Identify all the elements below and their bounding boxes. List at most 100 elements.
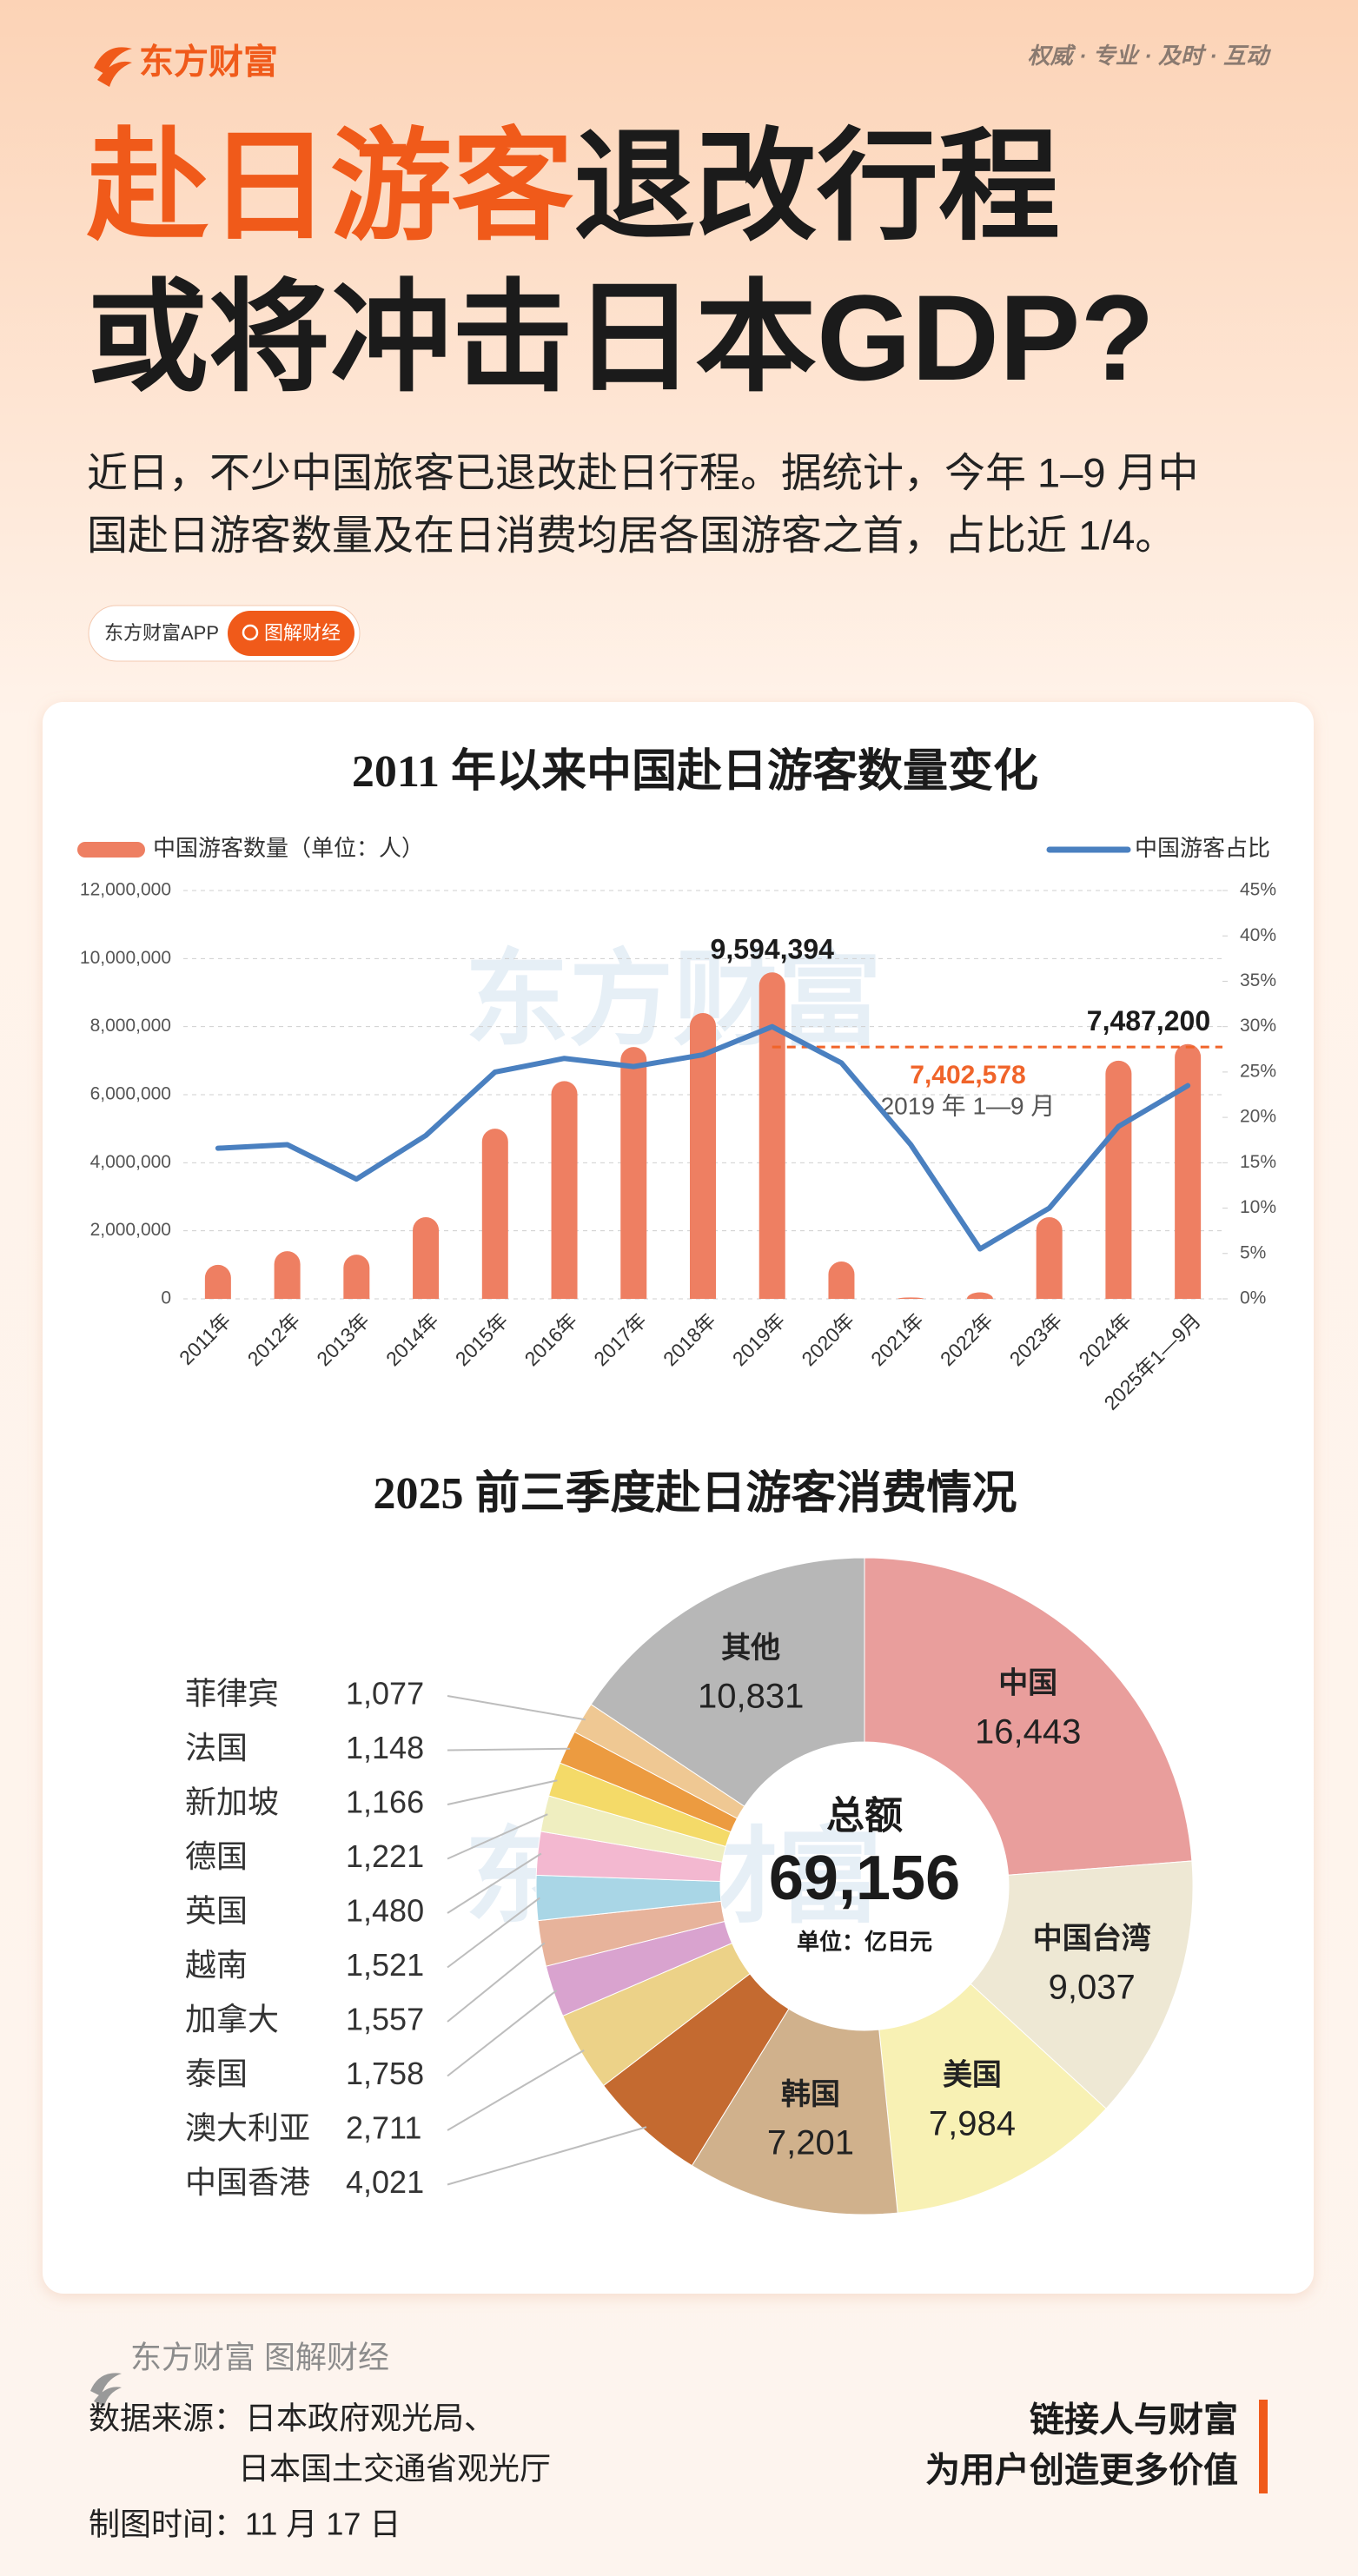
leader-line: [447, 1747, 571, 1752]
badge-tag-bg: [228, 611, 354, 656]
bar: [413, 1217, 440, 1299]
bar: [690, 1013, 716, 1299]
line: [215, 1023, 1191, 1252]
legend-swatch: [77, 842, 145, 858]
badge-app: 东方财富APP: [104, 622, 219, 644]
card: [43, 702, 1314, 2294]
leader-line: [447, 1897, 540, 1969]
y2-tick-label: 5%: [1240, 1242, 1266, 1262]
center-value: 69,156: [769, 1844, 960, 1913]
category-label: 中国香港: [185, 2164, 310, 2200]
category-label: 越南: [185, 1947, 248, 1983]
category-label: 其他: [721, 1632, 780, 1665]
category-label: 中国: [998, 1667, 1057, 1700]
category-label: 菲律宾: [185, 1676, 279, 1712]
value-label: 1,077: [346, 1676, 424, 1712]
bar: [898, 1297, 924, 1299]
category-label: 中国台湾: [1033, 1922, 1151, 1956]
logo-icon: [94, 47, 132, 87]
motto: 链接人与财富: [1030, 2401, 1238, 2440]
reference-note: 2019 年 1—9 月: [881, 1092, 1056, 1119]
title: 赴日游客退改行程: [86, 118, 1060, 255]
value-label: 7,984: [929, 2104, 1016, 2142]
bar: [274, 1251, 301, 1299]
donut-segment: [691, 2008, 898, 2215]
value-label: 1,480: [346, 1893, 424, 1929]
subtitle: 国赴日游客数量及在日消费均居各国游客之首，占比近 1/4。: [87, 512, 1176, 558]
value-label: 10,831: [698, 1677, 804, 1715]
y-tick-label: 6,000,000: [90, 1084, 171, 1104]
bar: [551, 1081, 578, 1299]
leader-line: [447, 2126, 647, 2186]
chart-title: 2025 前三季度赴日游客消费情况: [373, 1468, 1017, 1519]
category-label: 加拿大: [185, 2002, 279, 2037]
y2-tick-label: 10%: [1240, 1197, 1276, 1217]
leader-line: [447, 1990, 558, 2077]
leader-line: [447, 1852, 542, 1914]
source: 日本国土交通省观光厅: [238, 2451, 551, 2487]
category-label: 韩国: [781, 2078, 840, 2111]
value-label: 1,166: [346, 1785, 424, 1820]
legend-label: 中国游客占比: [1135, 835, 1270, 861]
brand: 东方财富: [139, 43, 278, 82]
motto: 为用户创造更多价值: [925, 2452, 1238, 2490]
y2-tick-label: 0%: [1240, 1288, 1266, 1308]
y2-tick-label: 15%: [1240, 1152, 1276, 1172]
category-label: 泰国: [185, 2056, 248, 2091]
bar: [343, 1255, 370, 1299]
category-label: 法国: [185, 1730, 248, 1765]
bar: [1036, 1217, 1063, 1299]
y-tick-label: 12,000,000: [80, 880, 171, 900]
value-label: 1,758: [346, 2056, 424, 2091]
category-label: 新加坡: [185, 1785, 279, 1820]
leader-line: [447, 1942, 546, 2023]
value-label: 1,221: [346, 1838, 424, 1874]
leader-line: [447, 1695, 586, 1721]
y2-tick-label: 20%: [1240, 1107, 1276, 1127]
y-tick-label: 8,000,000: [90, 1016, 171, 1036]
title-line2: 或将冲击日本GDP?: [87, 269, 1155, 406]
value-label: 16,443: [975, 1712, 1081, 1751]
bar: [758, 972, 785, 1299]
bar: [966, 1292, 993, 1299]
date: 制图时间：11 月 17 日: [89, 2506, 401, 2542]
category-label: 美国: [943, 2059, 1002, 2092]
leader-line: [447, 2049, 585, 2131]
bar: [1175, 1043, 1202, 1299]
reference-label: 7,402,578: [910, 1061, 1025, 1089]
donut-segment: [878, 1983, 1107, 2214]
value-label: 7,201: [767, 2124, 854, 2162]
value-label: 7,487,200: [1087, 1005, 1210, 1036]
donut-segment: [864, 1557, 1193, 1876]
legend-label: 中国游客数量（单位：人）: [153, 835, 424, 861]
category-label: 英国: [185, 1893, 248, 1929]
y-tick-label: 0: [161, 1288, 171, 1308]
y2-tick-label: 45%: [1240, 880, 1276, 900]
value-label: 1,557: [346, 2002, 424, 2037]
chart-title: 2011 年以来中国赴日游客数量变化: [352, 746, 1038, 797]
y-tick-label: 4,000,000: [90, 1152, 171, 1172]
y-tick-label: 10,000,000: [80, 948, 171, 968]
bar: [204, 1264, 231, 1299]
bar: [1105, 1060, 1132, 1299]
badge-tag: 图解财经: [264, 622, 341, 644]
source: 数据来源：日本政府观光局、: [89, 2401, 495, 2436]
category-label: 德国: [185, 1838, 248, 1874]
category-label: 澳大利亚: [185, 2110, 310, 2146]
value-label: 1,521: [346, 1947, 424, 1983]
value-label: 1,148: [346, 1730, 424, 1765]
value-label: 9,594,394: [711, 934, 835, 965]
title-highlight: 赴日游客: [86, 118, 573, 255]
leader-line: [447, 1779, 558, 1805]
bar: [620, 1047, 647, 1299]
title-rest: 退改行程: [573, 118, 1060, 255]
slogan: 权威 · 专业 · 及时 · 互动: [1028, 43, 1272, 69]
donut-segment: [970, 1860, 1194, 2109]
search-icon: [242, 624, 259, 641]
subtitle: 近日，不少中国旅客已退改赴日行程。据统计，今年 1–9 月中: [87, 449, 1199, 495]
bar: [828, 1261, 855, 1299]
y2-tick-label: 40%: [1240, 925, 1276, 945]
value-label: 2,711: [346, 2110, 421, 2146]
